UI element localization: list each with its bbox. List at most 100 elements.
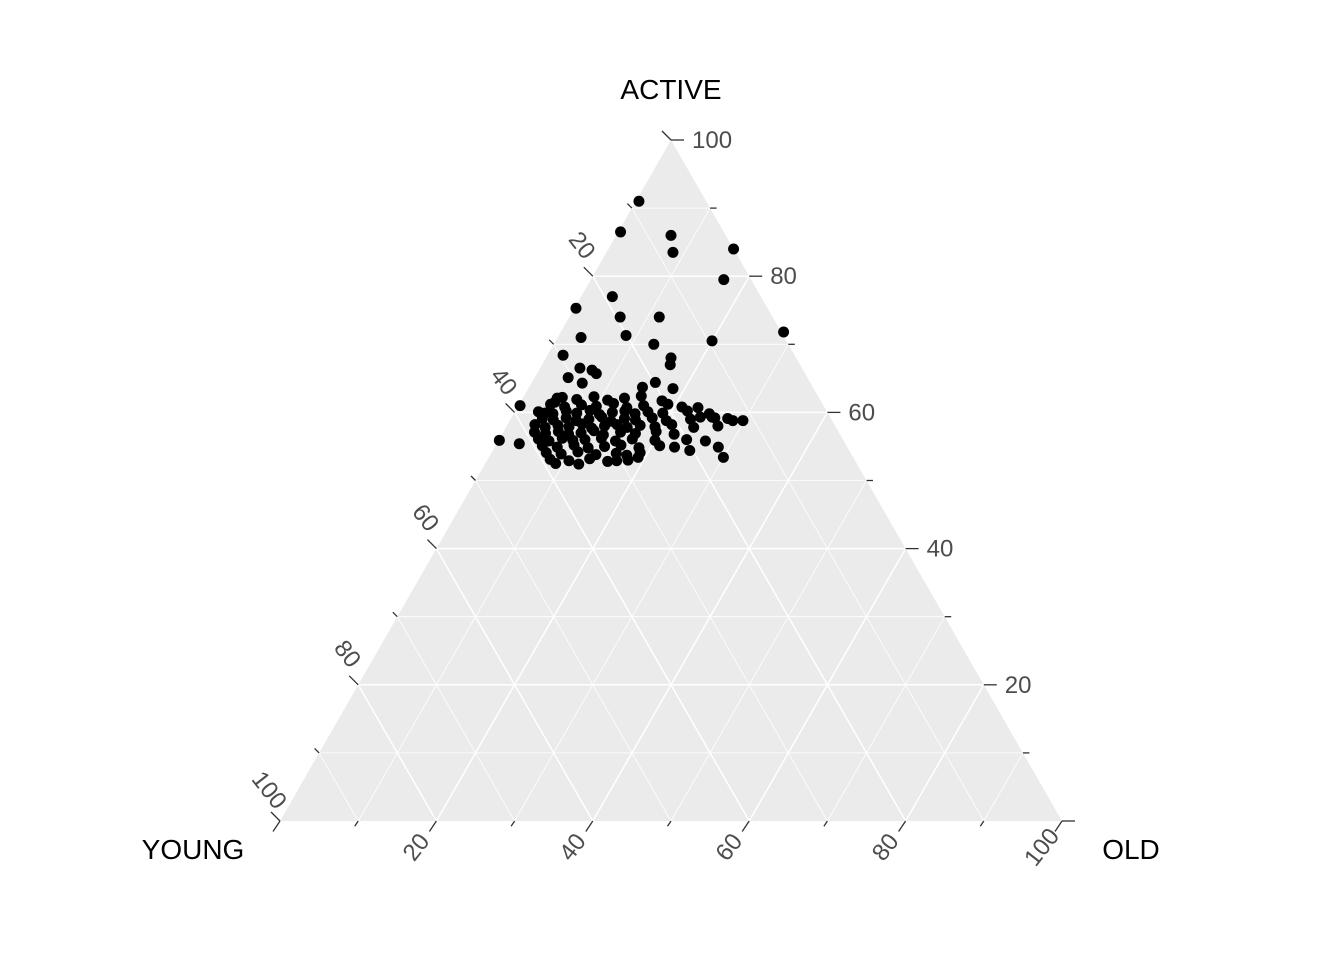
data-point: [626, 433, 638, 445]
data-point: [636, 381, 648, 393]
data-point: [576, 377, 588, 389]
data-point: [618, 392, 630, 404]
grid-line-minor: [357, 207, 711, 822]
data-point: [712, 420, 724, 432]
data-point: [576, 418, 588, 430]
data-points: [493, 195, 790, 470]
grid-line-major: [357, 684, 438, 822]
tick-label: 60: [710, 829, 748, 867]
tick-mark: [741, 820, 750, 832]
data-point: [588, 391, 600, 403]
data-point: [684, 445, 696, 457]
data-point: [556, 432, 568, 444]
tick-mark: [661, 130, 672, 141]
tick-label: 80: [867, 829, 905, 867]
tick-mark: [585, 820, 594, 832]
data-point: [737, 415, 749, 427]
data-point: [618, 413, 630, 425]
tick-label: 40: [485, 363, 523, 401]
data-point: [536, 413, 548, 425]
data-point: [650, 425, 662, 437]
data-point: [557, 349, 569, 361]
data-point: [653, 311, 665, 323]
tick-label: 40: [554, 829, 592, 867]
grid-line-minor: [983, 752, 1024, 822]
data-point: [634, 419, 646, 431]
tick-label: 60: [406, 499, 444, 537]
tick-mark: [666, 820, 672, 827]
tick-label: 100: [246, 766, 292, 814]
data-point: [665, 229, 677, 241]
tick-mark: [505, 402, 516, 413]
data-point: [582, 442, 594, 454]
grid-line-major: [748, 548, 907, 822]
tick-label: 80: [770, 263, 797, 290]
data-point: [692, 402, 704, 414]
grid-line-minor: [475, 480, 672, 822]
data-point: [667, 383, 679, 395]
data-point: [602, 455, 614, 467]
tick-mark: [272, 820, 281, 832]
tick-mark: [348, 675, 359, 686]
grid-line-minor: [631, 207, 985, 822]
data-point: [662, 398, 674, 410]
tick-mark: [392, 611, 398, 618]
grid-line-major: [435, 548, 594, 822]
data-point: [712, 441, 724, 453]
data-point: [590, 368, 602, 380]
data-point: [699, 435, 711, 447]
data-point: [563, 455, 575, 467]
data-point: [572, 446, 584, 458]
data-point: [622, 454, 634, 466]
data-point: [606, 291, 618, 303]
data-point: [599, 440, 611, 452]
data-point: [667, 246, 679, 258]
tick-mark: [823, 820, 828, 827]
data-point: [717, 451, 729, 463]
data-point: [560, 412, 572, 424]
data-point: [615, 439, 627, 451]
tick-mark: [1054, 820, 1063, 832]
data-point: [614, 311, 626, 323]
data-point: [514, 400, 526, 412]
axis-title-active: ACTIVE: [620, 74, 721, 105]
data-point: [588, 425, 600, 437]
tick-mark: [426, 539, 437, 550]
data-point: [550, 457, 562, 469]
tick-label: 60: [848, 399, 875, 426]
data-point: [562, 372, 574, 384]
data-point: [608, 398, 620, 410]
data-point: [606, 406, 618, 418]
data-point: [615, 226, 627, 238]
data-point: [620, 329, 632, 341]
data-point: [654, 440, 666, 452]
data-point: [633, 195, 645, 207]
tick-label: 20: [398, 829, 436, 867]
axis-title-young: YOUNG: [142, 834, 245, 865]
tick-mark: [314, 747, 320, 754]
data-point: [513, 438, 525, 450]
tick-mark: [354, 820, 359, 827]
tick-label: 100: [692, 127, 732, 154]
data-point: [666, 419, 678, 431]
data-point: [575, 399, 587, 411]
tick-mark: [510, 820, 516, 827]
tick-mark: [428, 820, 437, 832]
data-point: [681, 434, 693, 446]
data-point: [706, 335, 718, 347]
data-point: [668, 428, 680, 440]
data-point: [728, 243, 740, 255]
data-point: [610, 447, 622, 459]
tick-mark: [979, 820, 985, 827]
data-point: [664, 359, 676, 371]
tick-mark: [270, 811, 281, 822]
tick-label: 40: [927, 536, 954, 563]
data-point: [545, 398, 557, 410]
tick-mark: [583, 266, 594, 277]
data-point: [649, 376, 661, 388]
data-point: [596, 411, 608, 423]
data-point: [599, 420, 611, 432]
data-point: [575, 331, 587, 343]
